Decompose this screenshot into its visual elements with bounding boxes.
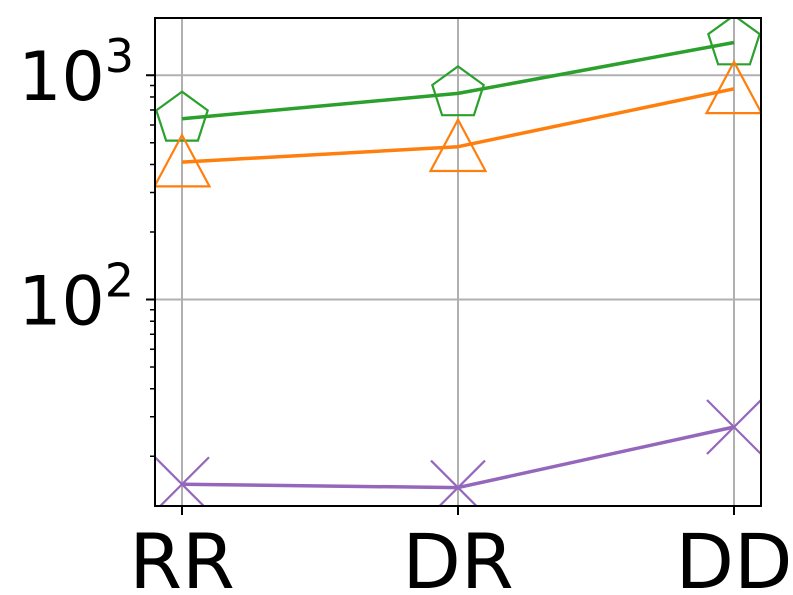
y-tick-label: 103 bbox=[18, 29, 134, 117]
grid-lines bbox=[155, 18, 761, 506]
x-tick-label: DR bbox=[402, 517, 513, 595]
tick-labels: RR DR DD 102 103 bbox=[18, 29, 792, 595]
data-point-triangle bbox=[428, 117, 488, 173]
series-line bbox=[181, 87, 735, 164]
data-point-triangle bbox=[155, 132, 212, 188]
y-tick-label: 102 bbox=[18, 254, 134, 342]
x-tick-label: RR bbox=[129, 517, 235, 595]
data-point-x bbox=[155, 456, 210, 506]
marker-layer bbox=[155, 18, 761, 506]
axis-ticks bbox=[146, 74, 735, 515]
x-tick-label: DD bbox=[675, 517, 792, 595]
data-point-pentagon bbox=[431, 65, 485, 117]
x-marker-stroke bbox=[158, 456, 210, 506]
series-line bbox=[181, 40, 735, 121]
data-point-triangle bbox=[704, 59, 761, 115]
x-marker-stroke bbox=[706, 399, 761, 455]
data-point-pentagon bbox=[707, 18, 761, 66]
data-point-pentagon bbox=[155, 90, 209, 142]
data-point-x bbox=[706, 399, 761, 455]
